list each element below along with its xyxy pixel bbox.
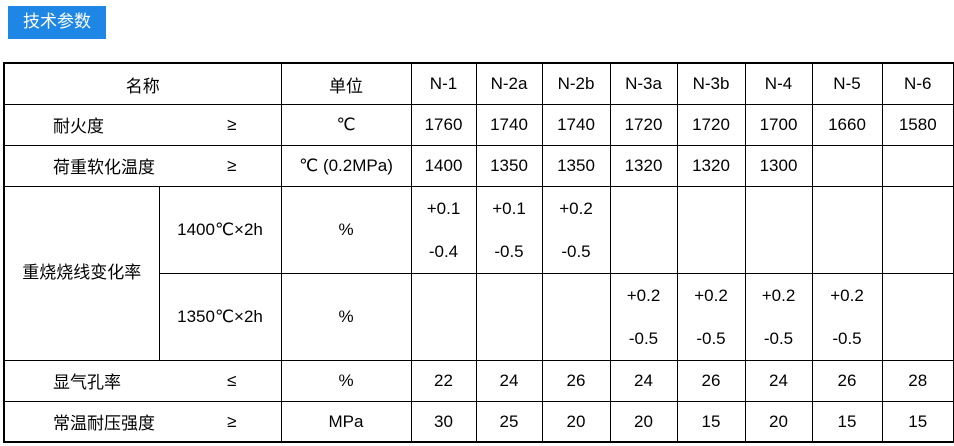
header-unit: 单位 — [280, 62, 412, 105]
gte-symbol: ≥ — [227, 155, 237, 175]
refractoriness-name-cell: 耐火度 ≥ — [3, 103, 282, 146]
row-label: 显气孔率 — [53, 373, 121, 393]
header-grade-n3a: N-3a — [609, 62, 678, 105]
value-cell — [881, 144, 954, 187]
value-cell: 1760 — [410, 103, 477, 146]
header-grade-n1: N-1 — [410, 62, 477, 105]
value-cell: 24 — [475, 359, 543, 402]
value-cell: 20 — [541, 400, 611, 443]
unit-cell: % — [280, 359, 412, 402]
header-grade-n4: N-4 — [744, 62, 813, 105]
table-header-row: 名称 单位 N-1 N-2a N-2b N-3a N-3b N-4 N-5 N-… — [3, 62, 954, 105]
value-cell — [475, 272, 543, 361]
value-cell — [881, 185, 954, 274]
value-cell — [744, 185, 813, 274]
value-cell — [609, 185, 678, 274]
header-grade-n6: N-6 — [881, 62, 954, 105]
row-apparent-porosity: 显气孔率 ≤ % 22 24 26 24 26 24 26 28 — [3, 359, 954, 402]
value-cell — [541, 272, 611, 361]
row-label: 耐火度 — [53, 117, 104, 137]
value-cell: 22 — [410, 359, 477, 402]
value-cell: 24 — [609, 359, 678, 402]
value-cell: 24 — [744, 359, 813, 402]
value-cell: 1350 — [475, 144, 543, 187]
value-cell: +0.2 -0.5 — [744, 272, 813, 361]
value-cell: 15 — [811, 400, 883, 443]
value-cell — [410, 272, 477, 361]
value-cell: 26 — [811, 359, 883, 402]
strength-name-cell: 常温耐压强度 ≥ — [3, 400, 282, 443]
condition-cell: 1350℃×2h — [158, 272, 282, 361]
value-cell: +0.1 -0.4 — [410, 185, 477, 274]
value-cell: +0.1 -0.5 — [475, 185, 543, 274]
unit-cell: ℃ (0.2MPa) — [280, 144, 412, 187]
gte-symbol: ≥ — [227, 114, 237, 134]
value-cell — [676, 185, 746, 274]
header-grade-n3b: N-3b — [676, 62, 746, 105]
technical-parameters-table: 名称 单位 N-1 N-2a N-2b N-3a N-3b N-4 N-5 N-… — [3, 62, 954, 444]
value-cell: 30 — [410, 400, 477, 443]
value-cell: 20 — [609, 400, 678, 443]
value-cell: 1320 — [676, 144, 746, 187]
value-cell: 1720 — [609, 103, 678, 146]
row-cold-crushing-strength: 常温耐压强度 ≥ MPa 30 25 20 20 15 20 15 15 — [3, 400, 954, 443]
value-cell: 1580 — [881, 103, 954, 146]
unit-cell: MPa — [280, 400, 412, 443]
value-cell: 26 — [676, 359, 746, 402]
header-grade-n2b: N-2b — [541, 62, 611, 105]
value-cell: 1660 — [811, 103, 883, 146]
value-cell — [811, 144, 883, 187]
row-reheating-1350: 1350℃×2h % +0.2 -0.5 +0.2 -0.5 +0.2 -0.5… — [4, 272, 954, 361]
reheating-group-cell: 重烧烧线变化率 — [3, 185, 160, 361]
section-title-badge: 技术参数 — [8, 6, 106, 40]
row-label: 常温耐压强度 — [53, 414, 155, 434]
lte-symbol: ≤ — [227, 370, 237, 390]
value-cell: 28 — [881, 359, 954, 402]
condition-cell: 1400℃×2h — [158, 185, 282, 274]
value-cell: 15 — [881, 400, 954, 443]
porosity-name-cell: 显气孔率 ≤ — [3, 359, 282, 402]
value-cell: 1300 — [744, 144, 813, 187]
value-cell: 1320 — [609, 144, 678, 187]
value-cell: 1400 — [410, 144, 477, 187]
value-cell: +0.2 -0.5 — [541, 185, 611, 274]
value-cell: 25 — [475, 400, 543, 443]
value-cell — [811, 185, 883, 274]
gte-symbol: ≥ — [227, 411, 237, 431]
row-softening-temperature: 荷重软化温度 ≥ ℃ (0.2MPa) 1400 1350 1350 1320 … — [3, 144, 954, 187]
value-cell: 1740 — [541, 103, 611, 146]
row-refractoriness: 耐火度 ≥ ℃ 1760 1740 1740 1720 1720 1700 16… — [3, 103, 954, 146]
value-cell — [881, 272, 954, 361]
value-cell: 20 — [744, 400, 813, 443]
value-cell: +0.2 -0.5 — [676, 272, 746, 361]
header-grade-n2a: N-2a — [475, 62, 543, 105]
value-cell: 1700 — [744, 103, 813, 146]
value-cell: 1720 — [676, 103, 746, 146]
value-cell: 1350 — [541, 144, 611, 187]
header-grade-n5: N-5 — [811, 62, 883, 105]
value-cell: 1740 — [475, 103, 543, 146]
value-cell: 26 — [541, 359, 611, 402]
unit-cell: ℃ — [280, 103, 412, 146]
value-cell: +0.2 -0.5 — [609, 272, 678, 361]
row-reheating-1400: 重烧烧线变化率 1400℃×2h % +0.1 -0.4 +0.1 -0.5 +… — [3, 185, 954, 361]
header-name: 名称 — [3, 62, 282, 105]
unit-cell: % — [280, 272, 412, 361]
softening-name-cell: 荷重软化温度 ≥ — [3, 144, 282, 187]
value-cell: +0.2 -0.5 — [811, 272, 883, 361]
value-cell: 15 — [676, 400, 746, 443]
unit-cell: % — [280, 185, 412, 274]
row-label: 荷重软化温度 — [53, 158, 155, 178]
